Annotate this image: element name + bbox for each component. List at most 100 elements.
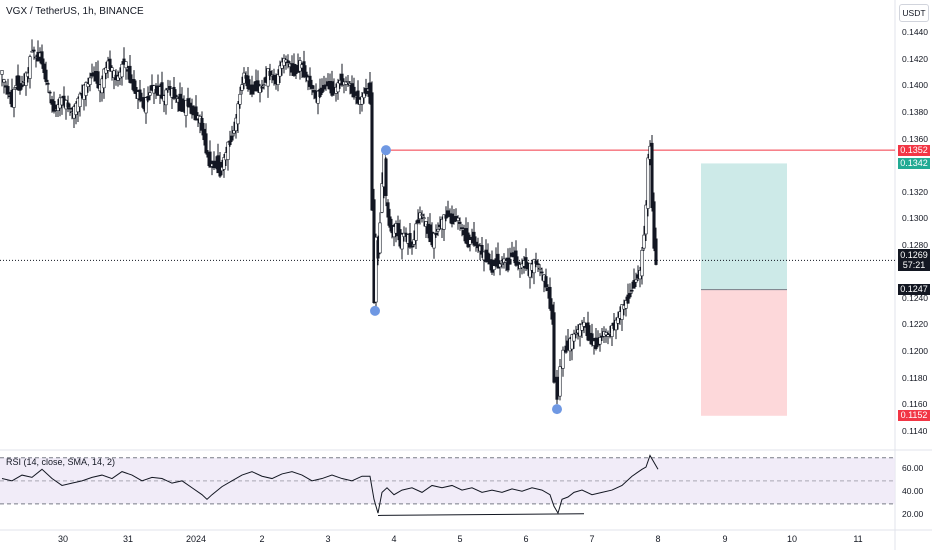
candle-body [234, 117, 238, 132]
candle-body [628, 293, 632, 298]
candle-body [630, 289, 634, 292]
candle-body [164, 89, 168, 106]
candle-body [646, 157, 650, 209]
candle-body [268, 70, 272, 76]
candle-body [340, 73, 344, 86]
price-tick-label: 0.1140 [902, 425, 928, 436]
time-tick-label: 7 [589, 534, 595, 544]
candle-body [322, 84, 326, 90]
candle-body [534, 260, 538, 264]
candle-body [508, 259, 512, 265]
candle-body [230, 135, 234, 141]
candle-body [276, 74, 280, 85]
candle-body [514, 250, 518, 266]
candle-body [624, 300, 628, 309]
candle-body [370, 92, 374, 211]
candle-body [652, 201, 656, 249]
candle-body [386, 202, 390, 218]
candle-body [302, 61, 306, 78]
candle-body [555, 376, 559, 400]
candle-body [44, 69, 48, 82]
rsi-tick-label: 40.00 [902, 486, 924, 497]
candle-body [316, 90, 320, 104]
price-tick-label: 0.1440 [902, 27, 928, 38]
candle-body [86, 83, 90, 87]
price-tick-label: 0.1160 [902, 399, 928, 410]
candle-body [540, 271, 544, 274]
currency-button[interactable]: USDT [899, 4, 929, 22]
price-tick-label: 0.1200 [902, 346, 928, 357]
rsi-divergence-line [377, 513, 585, 516]
profit-zone [701, 163, 787, 290]
candle-body [650, 142, 654, 209]
candle-body [388, 216, 392, 228]
time-tick-label: 3 [325, 534, 331, 544]
candle-body [308, 75, 312, 87]
candle-body [408, 233, 412, 248]
candle-body [480, 244, 484, 255]
candle-body [498, 263, 502, 268]
candle-body [632, 280, 636, 289]
candle-body [16, 75, 20, 91]
candle-body [96, 71, 100, 89]
rsi-label: RSI (14, close, SMA, 14, 2) [6, 457, 116, 467]
candle-body [124, 61, 128, 69]
candle-body [561, 349, 565, 369]
candle-body [28, 56, 32, 79]
loss-zone [701, 289, 787, 416]
candle-body [190, 105, 194, 115]
candle-body [432, 233, 436, 249]
candle-body [20, 84, 24, 88]
rsi-line [1, 454, 659, 515]
time-tick-label: 2 [259, 534, 265, 544]
swing-point-marker [370, 305, 380, 316]
candle-body [110, 67, 114, 72]
candle-body [120, 63, 124, 78]
candle-body [492, 265, 496, 271]
time-tick-label: 2024 [185, 534, 207, 544]
candle-body [456, 217, 460, 221]
candle-body [246, 75, 250, 90]
candle-body [172, 86, 176, 99]
candle-body [374, 236, 378, 303]
candle-body [644, 204, 648, 235]
candle-body [436, 229, 440, 232]
candle-body [400, 233, 404, 250]
candle-body [30, 50, 34, 53]
candle-body [292, 63, 296, 76]
candle-body [336, 82, 340, 93]
candle-body [2, 79, 6, 83]
candle-body [88, 77, 92, 85]
candle-body [544, 276, 548, 288]
take-profit-price-tag: 0.1342 [898, 157, 930, 169]
candle-body [226, 141, 230, 160]
candle-body [356, 90, 360, 104]
candle-body [132, 79, 136, 92]
candle-body [558, 366, 562, 397]
candle-body [238, 93, 242, 105]
candle-body [574, 332, 578, 335]
time-tick-label: 8 [655, 534, 661, 544]
time-tick-label: 31 [122, 534, 134, 544]
candle-body [188, 102, 192, 108]
candle-body [524, 257, 528, 269]
candle-body [452, 217, 456, 222]
candle-body [240, 84, 244, 91]
candle-body [128, 65, 132, 83]
bar-countdown: 57:21 [902, 260, 926, 271]
candle-body [42, 63, 46, 73]
time-tick-label: 10 [786, 534, 798, 544]
candle-body [260, 86, 264, 89]
candle-body [640, 250, 644, 277]
candle-body [410, 245, 414, 248]
rsi-tick-label: 60.00 [902, 463, 924, 474]
candle-body [606, 334, 610, 337]
candle-body [138, 89, 142, 101]
candle-body [204, 133, 208, 154]
candle-body [146, 96, 150, 101]
candle-body [404, 232, 408, 236]
time-tick-label: 11 [853, 534, 863, 544]
candle-body [278, 65, 282, 77]
candle-body [454, 216, 458, 219]
